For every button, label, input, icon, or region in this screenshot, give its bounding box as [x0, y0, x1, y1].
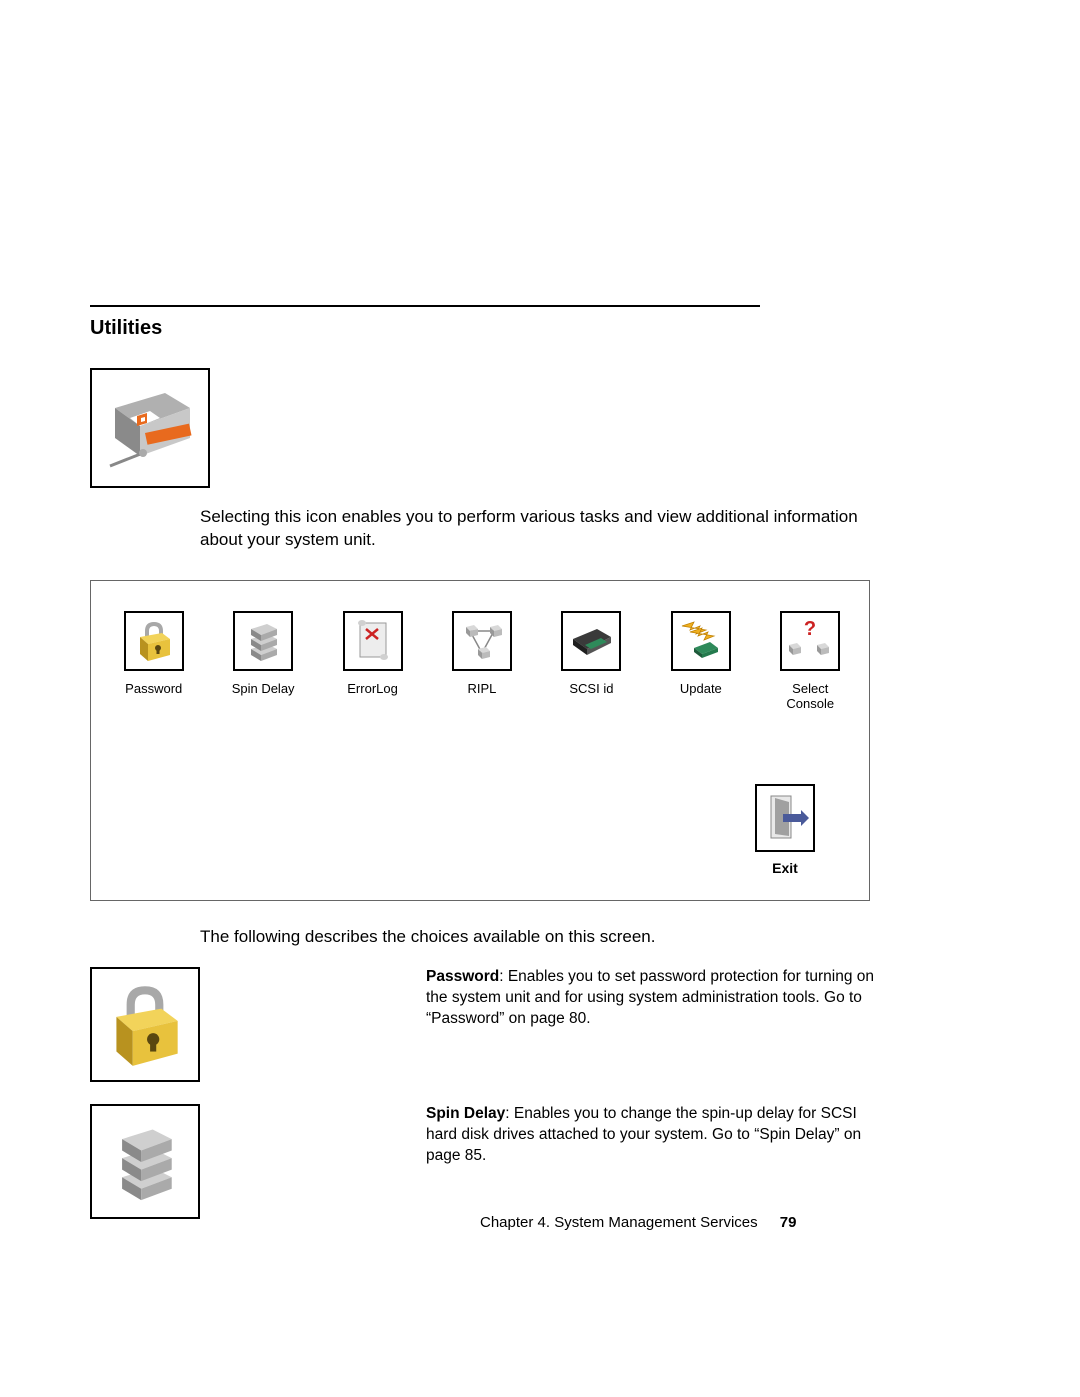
scroll-icon [350, 617, 396, 665]
spin-delay-item[interactable]: Spin Delay [222, 611, 303, 712]
section-title: Utilities [90, 317, 890, 340]
scsi-id-item[interactable]: SCSI id [551, 611, 632, 712]
ripl-label: RIPL [468, 681, 497, 697]
select-console-label: Select Console [770, 681, 851, 712]
spin-delay-label: Spin Delay [232, 681, 295, 697]
utilities-hero-icon [90, 368, 210, 488]
ripl-item[interactable]: RIPL [441, 611, 522, 712]
horizontal-rule [90, 305, 760, 307]
utilities-panel: Password [90, 580, 870, 901]
error-log-label: ErrorLog [347, 681, 398, 697]
spin-delay-description-row: Spin Delay: Enables you to change the sp… [90, 1104, 890, 1219]
exit-item[interactable]: Exit [755, 784, 815, 876]
select-console-item[interactable]: ? Select Console [770, 611, 851, 712]
password-large-icon [90, 967, 200, 1082]
spin-delay-large-icon [90, 1104, 200, 1219]
select-console-icon: ? [785, 617, 835, 665]
exit-door-icon [761, 790, 809, 846]
scsi-card-icon [567, 619, 615, 663]
footer-chapter: Chapter 4. System Management Services [480, 1214, 758, 1231]
error-log-item[interactable]: ErrorLog [332, 611, 413, 712]
padlock-icon [132, 617, 176, 665]
scsi-id-label: SCSI id [569, 681, 613, 697]
network-icon [458, 617, 506, 665]
password-desc-label: Password [426, 968, 499, 985]
icon-row: Password [109, 611, 851, 712]
page-footer: Chapter 4. System Management Services 79 [480, 1214, 796, 1231]
password-item[interactable]: Password [113, 611, 194, 712]
lightning-chip-icon [676, 618, 726, 664]
toolbox-icon [95, 378, 205, 478]
followup-text: The following describes the choices avai… [200, 927, 890, 947]
password-description-row: Password: Enables you to set password pr… [90, 967, 890, 1082]
password-description: Password: Enables you to set password pr… [426, 967, 890, 1030]
intro-text: Selecting this icon enables you to perfo… [200, 506, 890, 552]
footer-page-number: 79 [780, 1214, 797, 1231]
exit-row: Exit [109, 784, 851, 876]
exit-label: Exit [772, 860, 798, 876]
spin-delay-desc-label: Spin Delay [426, 1105, 505, 1122]
password-label: Password [125, 681, 182, 697]
svg-text:?: ? [804, 618, 816, 640]
spin-delay-description: Spin Delay: Enables you to change the sp… [426, 1104, 890, 1167]
update-label: Update [680, 681, 722, 697]
disk-stack-icon [241, 617, 285, 665]
update-item[interactable]: Update [660, 611, 741, 712]
